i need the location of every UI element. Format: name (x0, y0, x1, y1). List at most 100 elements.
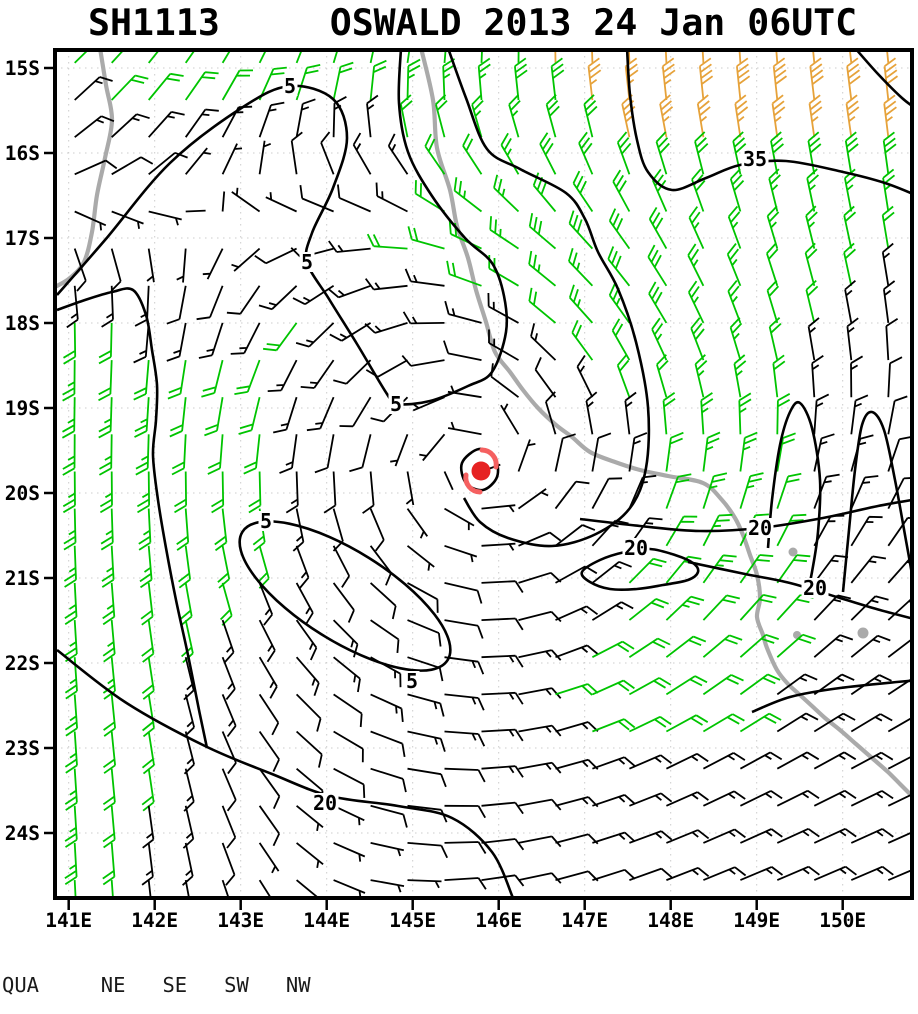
wind-barb (554, 524, 596, 547)
coastline (419, 52, 910, 797)
wind-barb (489, 216, 519, 250)
wind-barb (514, 57, 528, 101)
wind-barb (184, 879, 190, 896)
wind-barb (258, 730, 280, 772)
wind-barb (850, 828, 894, 844)
wind-barb (530, 323, 557, 361)
wind-barb (628, 598, 669, 621)
wind-barb (314, 434, 335, 474)
wind-barb (370, 730, 406, 758)
wind-barb (230, 322, 261, 355)
wind-barb (102, 582, 116, 626)
wind-barb (628, 432, 648, 472)
wind-barb (295, 582, 314, 625)
wind-barb (555, 758, 599, 770)
wind-barb (258, 656, 278, 699)
wind-barb (290, 131, 303, 175)
wind-barb (444, 544, 478, 563)
wind-barb (845, 94, 860, 138)
wind-barb (136, 471, 150, 514)
wind-barb (142, 805, 155, 849)
wind-barb (141, 842, 154, 886)
wind-barb (481, 801, 524, 815)
wind-barb (221, 731, 237, 775)
wind-barb (768, 317, 782, 361)
wind-barb (694, 354, 708, 398)
wind-barb (370, 842, 404, 857)
wind-barb (61, 397, 76, 439)
wind-barb (183, 694, 195, 738)
wind-barb (64, 620, 78, 663)
wind-barb (628, 677, 672, 696)
wind-barb (370, 693, 404, 722)
wind-barb (328, 240, 371, 253)
wind-barb (167, 359, 187, 400)
lat-tick-label: 22S (5, 652, 40, 675)
wind-barb (481, 617, 524, 631)
wind-barb (364, 278, 408, 291)
wind-barb (74, 210, 107, 231)
wind-barb (139, 545, 153, 589)
wind-barb (407, 619, 442, 647)
wind-barb (98, 397, 113, 439)
wind-barb (196, 285, 224, 321)
wind-barb (768, 168, 781, 212)
wind-barb (407, 582, 439, 613)
wind-barb (231, 247, 261, 272)
wind-barb (545, 391, 557, 435)
wind-barb (885, 317, 899, 361)
wind-barb (333, 730, 364, 763)
wind-barb (887, 436, 910, 472)
wind-barb (850, 751, 894, 770)
wind-barb (776, 827, 820, 844)
wind-barb (74, 52, 88, 64)
wind-barb (98, 360, 113, 402)
wind-barb (258, 140, 272, 175)
wind-barb (134, 397, 150, 438)
wind-barb (655, 131, 670, 175)
wind-barb (435, 94, 448, 138)
wind-barb (444, 730, 486, 747)
wind-barb (702, 594, 741, 621)
wind-barb (690, 317, 705, 361)
wind-barb (592, 679, 635, 696)
wind-barb (571, 319, 594, 361)
wind-barb (887, 639, 910, 658)
wind-barb (607, 246, 631, 287)
wind-barb (843, 242, 857, 286)
wind-barb (739, 431, 758, 472)
wind-barb (608, 208, 631, 250)
wind-barb (99, 471, 113, 514)
wind-barb (806, 168, 820, 212)
wind-barb (555, 796, 599, 808)
wind-barb (352, 132, 372, 175)
wind-barb (539, 132, 557, 175)
wind-barb (555, 644, 599, 659)
isotach-contour (57, 52, 509, 406)
wind-barb (407, 879, 442, 889)
wind-barb (349, 434, 372, 473)
wind-barb (73, 248, 87, 292)
wind-barb (370, 767, 407, 793)
wind-barb (739, 712, 782, 733)
wind-barb (204, 397, 224, 437)
contour-label-mask (746, 518, 774, 538)
wind-barb (74, 115, 115, 138)
wind-barb (323, 471, 337, 514)
wind-barb (258, 582, 274, 626)
wind-barb (776, 789, 820, 807)
wind-barb (111, 52, 123, 64)
wind-barb (740, 790, 783, 807)
wind-barb (628, 52, 631, 63)
wind-barb (333, 693, 363, 728)
lat-tick-label: 24S (5, 822, 40, 845)
wind-barb (184, 108, 219, 138)
wind-barb (738, 392, 752, 435)
wind-barb (103, 694, 116, 737)
wind-barb (444, 767, 486, 783)
coastline (57, 52, 115, 289)
wind-barb (221, 69, 254, 101)
wind-barb (444, 582, 483, 604)
wind-barb (696, 94, 711, 138)
wind-barb (813, 712, 856, 733)
